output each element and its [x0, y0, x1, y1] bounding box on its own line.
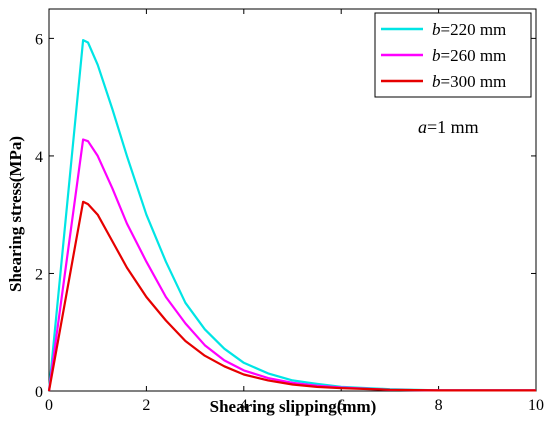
x-tick-label: 10	[528, 397, 544, 414]
y-tick-label: 2	[35, 266, 43, 283]
series-line-3	[47, 200, 536, 392]
series-lines	[47, 39, 536, 392]
x-tick-label: 2	[142, 397, 150, 414]
legend: b=220 mm b=260 mm b=300 mm	[374, 12, 532, 98]
y-tick-label: 6	[35, 31, 43, 48]
plot-frame	[48, 8, 537, 392]
x-tick-label: 0	[45, 397, 53, 414]
x-tick-label: 4	[240, 397, 248, 414]
annotation-a: a=1 mm	[418, 117, 479, 137]
y-tick-label: 4	[35, 149, 43, 166]
series-line-2	[47, 138, 536, 392]
x-axis-title: Shearing slipping(mm)	[210, 397, 377, 416]
legend-label: b=260 mm	[432, 46, 506, 65]
legend-label: b=220 mm	[432, 20, 506, 39]
x-tick-label: 6	[337, 397, 345, 414]
legend-label: b=300 mm	[432, 72, 506, 91]
y-tick-label: 0	[35, 384, 43, 401]
y-axis-title: Shearing stress(MPa)	[6, 136, 25, 292]
x-tick-label: 8	[435, 397, 443, 414]
